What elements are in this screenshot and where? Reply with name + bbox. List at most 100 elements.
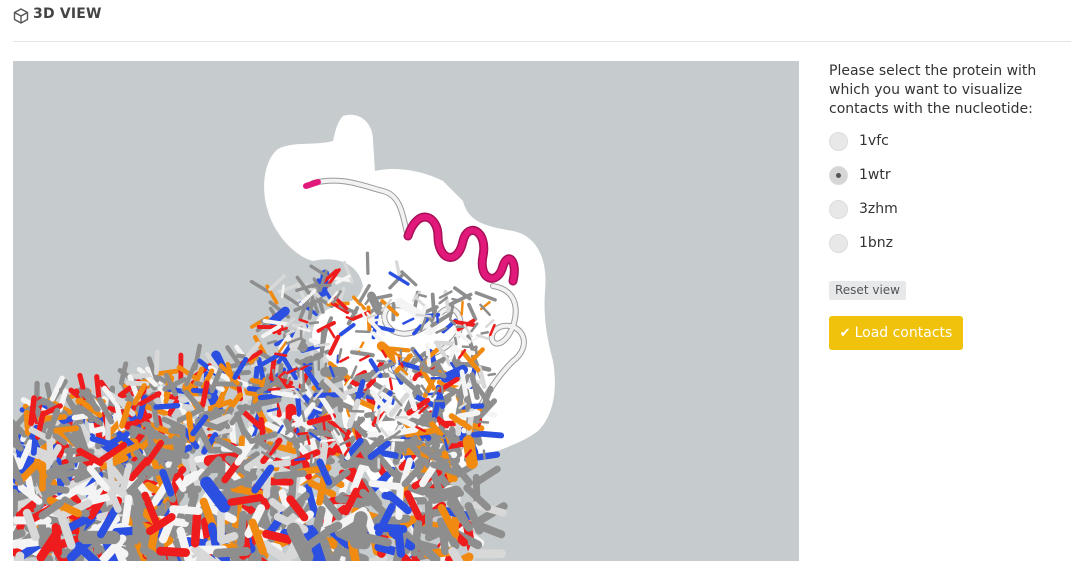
bond-stick	[245, 341, 261, 359]
bond-stick	[478, 430, 505, 439]
bond-stick	[306, 413, 337, 426]
bond-stick	[417, 487, 453, 498]
bond-stick	[44, 554, 54, 561]
bond-stick	[262, 318, 290, 327]
bond-stick	[239, 407, 264, 431]
bond-stick	[345, 550, 355, 561]
bond-stick	[423, 438, 430, 446]
bond-stick	[381, 349, 388, 358]
bond-stick	[452, 552, 474, 561]
bond-stick	[337, 348, 343, 360]
bond-stick	[388, 346, 411, 353]
bond-stick	[123, 545, 135, 561]
bond-stick	[367, 293, 393, 302]
bond-stick	[359, 532, 392, 547]
bond-stick	[98, 441, 128, 464]
bond-stick	[415, 313, 432, 318]
bond-stick	[279, 387, 296, 392]
bond-stick	[43, 444, 62, 471]
radio-1wtr[interactable]	[829, 166, 848, 185]
bond-stick	[74, 541, 101, 561]
bond-stick	[318, 375, 346, 388]
bond-stick	[436, 361, 446, 376]
bond-stick	[345, 316, 355, 321]
bond-stick	[438, 296, 449, 305]
load-contacts-button[interactable]: ✔ Load contacts	[829, 316, 963, 350]
reset-view-button[interactable]: Reset view	[829, 281, 906, 300]
protein-option-1bnz[interactable]: 1bnz	[829, 233, 1074, 267]
bond-stick	[13, 439, 24, 452]
bond-stick	[230, 484, 266, 498]
bond-stick	[256, 459, 291, 470]
bond-stick	[440, 385, 444, 395]
bond-stick	[285, 329, 294, 336]
bond-stick	[352, 310, 371, 321]
bond-stick	[161, 416, 187, 431]
bond-stick	[325, 268, 341, 288]
bond-stick	[327, 291, 339, 304]
bond-stick	[22, 508, 40, 542]
molecule-3d-viewer[interactable]	[13, 61, 799, 561]
bond-stick	[236, 510, 248, 548]
bond-stick	[309, 431, 321, 442]
option-label: 3zhm	[859, 201, 898, 217]
bond-stick	[376, 408, 381, 425]
bond-stick	[375, 503, 396, 537]
bond-stick	[388, 271, 410, 286]
bond-stick	[260, 437, 283, 465]
bond-stick	[269, 355, 277, 381]
bond-stick	[396, 435, 419, 455]
bond-stick	[376, 341, 402, 364]
bond-stick	[328, 365, 335, 378]
bond-stick	[487, 372, 497, 377]
protein-option-1vfc[interactable]: 1vfc	[829, 131, 1074, 165]
bond-stick	[286, 522, 314, 561]
bond-stick	[127, 372, 151, 380]
bond-stick	[228, 473, 258, 489]
bond-stick	[467, 302, 478, 321]
bond-stick	[475, 333, 490, 341]
bond-stick	[376, 359, 386, 363]
bond-stick	[268, 497, 299, 523]
bond-stick	[303, 366, 322, 391]
bond-stick	[343, 448, 350, 456]
bond-stick	[378, 412, 387, 424]
bond-stick	[433, 340, 458, 346]
bond-stick	[365, 251, 370, 276]
bond-stick	[153, 402, 181, 410]
bond-stick	[159, 468, 175, 497]
bond-stick	[436, 517, 460, 550]
bond-stick	[388, 430, 401, 441]
radio-3zhm[interactable]	[829, 200, 848, 219]
bond-stick	[398, 365, 409, 376]
bond-stick	[455, 409, 481, 420]
bond-stick	[281, 456, 291, 460]
bond-stick	[162, 377, 187, 392]
bond-stick	[430, 292, 436, 316]
bond-stick	[218, 363, 240, 386]
protein-selection-panel: Please select the protein with which you…	[829, 62, 1074, 267]
bond-stick	[270, 389, 301, 399]
radio-1vfc[interactable]	[829, 132, 848, 151]
bond-stick	[316, 458, 333, 486]
bond-stick	[342, 487, 360, 516]
bond-stick	[284, 426, 296, 436]
bond-stick	[312, 389, 324, 401]
bond-stick	[349, 511, 368, 549]
bond-stick	[309, 454, 314, 464]
bond-stick	[326, 525, 356, 553]
bond-stick	[313, 392, 342, 398]
bond-stick	[53, 425, 79, 434]
radio-1bnz[interactable]	[829, 234, 848, 253]
bond-stick	[163, 372, 178, 397]
bond-stick	[448, 457, 474, 487]
protein-option-1wtr[interactable]: 1wtr	[829, 165, 1074, 199]
bond-stick	[13, 418, 28, 438]
bond-stick	[364, 295, 373, 306]
bond-stick	[485, 319, 495, 328]
bond-stick	[380, 298, 393, 312]
bond-stick	[471, 335, 480, 343]
protein-option-3zhm[interactable]: 3zhm	[829, 199, 1074, 233]
bond-stick	[413, 349, 424, 362]
bond-stick	[97, 534, 127, 561]
